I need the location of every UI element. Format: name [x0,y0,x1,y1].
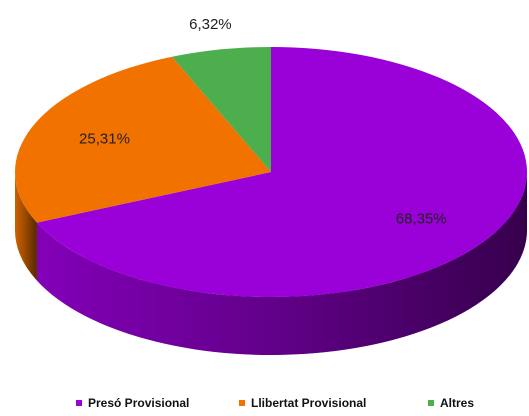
data-label: 68,35% [396,211,447,228]
legend-swatch [428,400,434,406]
slice [14,56,271,223]
side-shade [15,172,37,281]
legend-label: Presó Provisional [88,396,189,410]
legend-swatch [239,400,245,406]
legend-label: Llibertat Provisional [251,396,366,410]
legend-label: Altres [440,396,474,410]
legend-swatch [76,400,82,406]
slice [36,47,528,297]
side-shade [36,172,527,355]
data-label: 6,32% [189,16,232,33]
slice [171,47,271,172]
data-label: 25,31% [79,131,130,148]
